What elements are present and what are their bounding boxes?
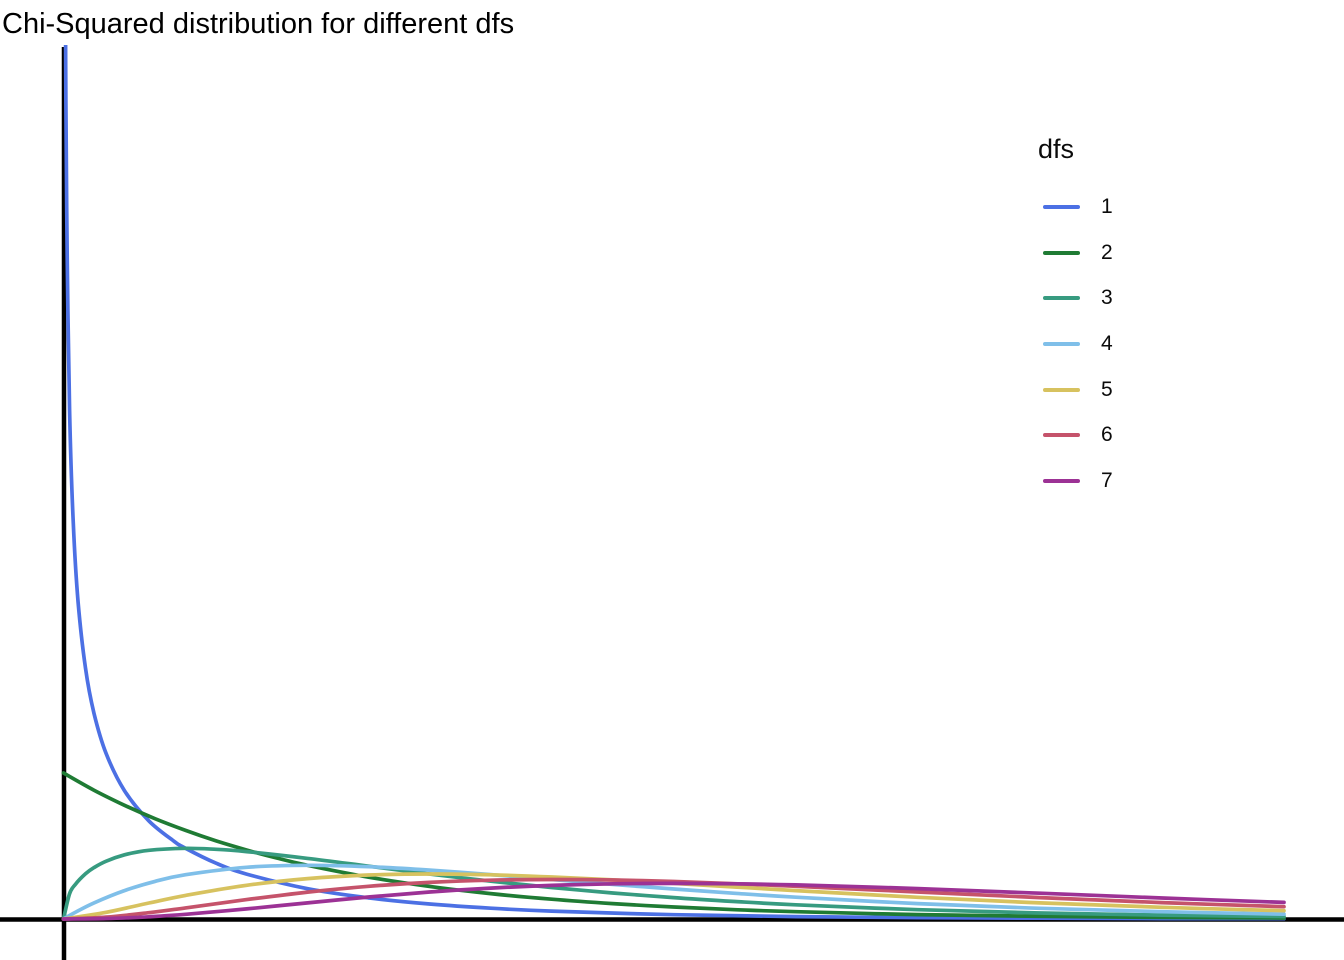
legend-label-3: 3 (1101, 286, 1113, 309)
legend-line-swatch-6 (1043, 433, 1080, 437)
curve-df-5 (61, 872, 1286, 921)
chart-title: Chi-Squared distribution for different d… (2, 8, 515, 40)
legend-item-df-2: 2 (1043, 242, 1113, 264)
legend-label-1: 1 (1101, 195, 1113, 218)
legend-line-swatch-1 (1043, 205, 1080, 209)
legend-item-df-4: 4 (1043, 333, 1113, 355)
curve-group (61, 45, 1286, 921)
legend-label-6: 6 (1101, 423, 1113, 446)
legend: dfs 1 2 3 4 5 6 7 (1037, 134, 1197, 534)
curve-df-2 (61, 771, 1286, 920)
legend-line-swatch-2 (1043, 251, 1080, 255)
curve-df-1 (63, 45, 1286, 921)
legend-line-swatch-5 (1043, 388, 1080, 392)
legend-label-4: 4 (1101, 332, 1113, 355)
legend-line-swatch-3 (1043, 296, 1080, 300)
legend-item-df-6: 6 (1043, 424, 1113, 446)
legend-item-df-5: 5 (1043, 379, 1113, 401)
legend-line-swatch-4 (1043, 342, 1080, 346)
legend-label-2: 2 (1101, 241, 1113, 264)
legend-line-swatch-7 (1043, 479, 1080, 483)
legend-item-df-1: 1 (1043, 196, 1113, 218)
legend-item-df-3: 3 (1043, 287, 1113, 309)
legend-title: dfs (1038, 134, 1075, 164)
legend-label-5: 5 (1101, 378, 1113, 401)
curve-df-7 (61, 881, 1286, 921)
legend-label-7: 7 (1101, 469, 1113, 492)
curve-df-6 (61, 877, 1286, 921)
legend-item-df-7: 7 (1043, 470, 1113, 492)
